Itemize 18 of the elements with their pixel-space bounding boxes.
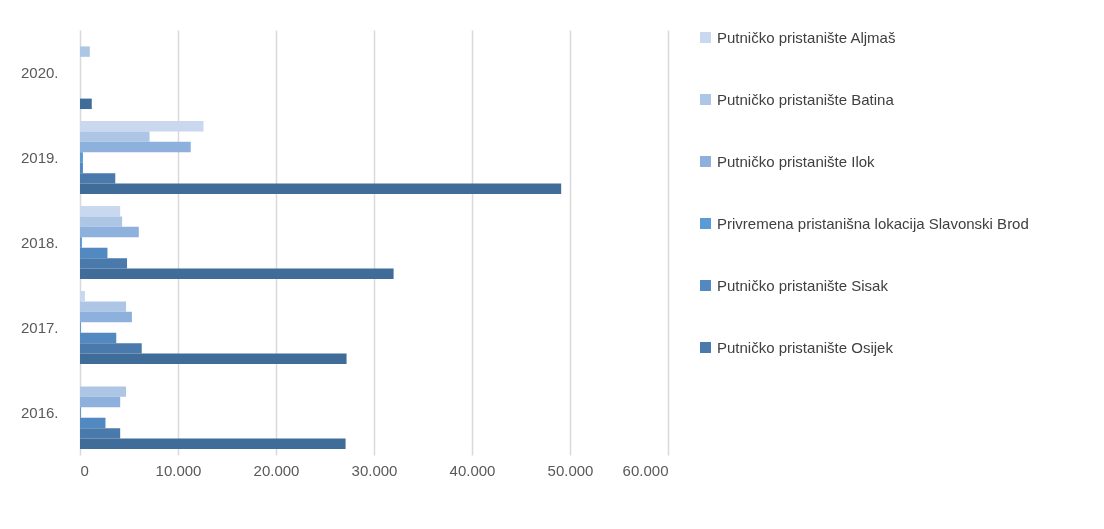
y-tick-label: 2020.	[20, 63, 59, 81]
y-tick-label: 2019.	[20, 148, 59, 166]
legend-label: Putničko pristanište Sisak	[717, 276, 889, 294]
x-tick-label: 10.000	[155, 461, 202, 479]
legend-label: Putničko pristanište Osijek	[717, 338, 894, 356]
x-tick-label: 60.000	[622, 461, 669, 479]
legend-label: Putničko pristanište Batina	[717, 90, 895, 108]
x-tick-label: 20.000	[253, 461, 300, 479]
y-tick-label: 2017.	[20, 318, 59, 336]
y-tick-label: 2016.	[20, 403, 59, 421]
x-tick-label: 30.000	[351, 461, 398, 479]
legend-label: Privremena pristanišna lokacija Slavonski Brod	[717, 214, 1029, 232]
y-tick-label: 2018.	[20, 233, 59, 251]
x-tick-label: 50.000	[547, 461, 594, 479]
x-tick-label: 40.000	[449, 461, 496, 479]
legend-label: Putničko pristanište Aljmaš	[717, 28, 896, 46]
legend-label: Putničko pristanište Ilok	[717, 152, 876, 170]
x-tick-label: 0	[80, 461, 89, 479]
